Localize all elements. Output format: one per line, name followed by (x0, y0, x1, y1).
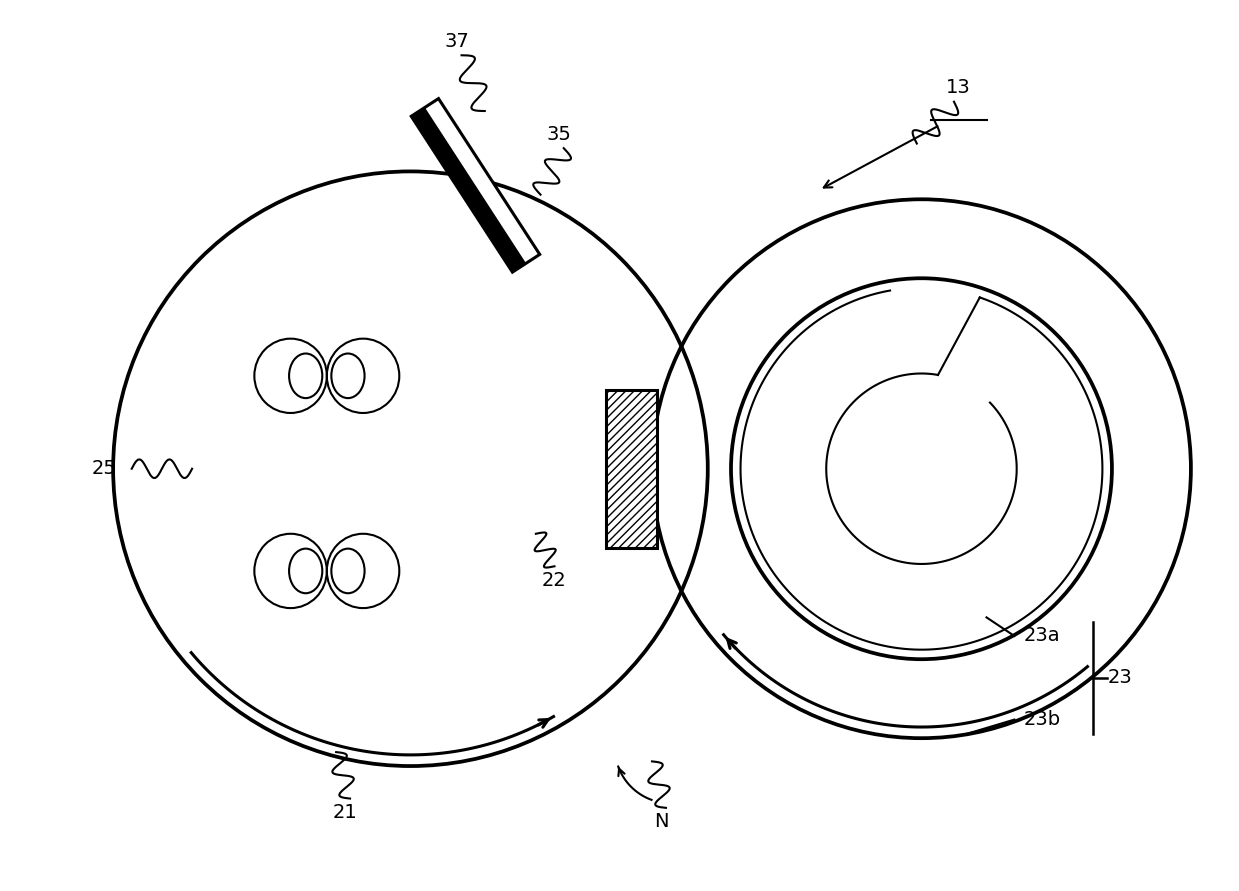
Polygon shape (411, 99, 540, 272)
Text: 23a: 23a (1023, 626, 1061, 645)
Text: 35: 35 (546, 125, 571, 143)
Polygon shape (411, 108, 527, 272)
Text: 23: 23 (1108, 668, 1132, 687)
Text: 37: 37 (445, 32, 470, 51)
Text: 21: 21 (333, 803, 358, 822)
Bar (606, 389, 657, 548)
Text: 13: 13 (947, 78, 971, 97)
Text: N: N (654, 813, 669, 831)
Text: 22: 22 (543, 571, 566, 590)
Text: 25: 25 (92, 459, 116, 478)
Text: 23b: 23b (1023, 710, 1061, 729)
